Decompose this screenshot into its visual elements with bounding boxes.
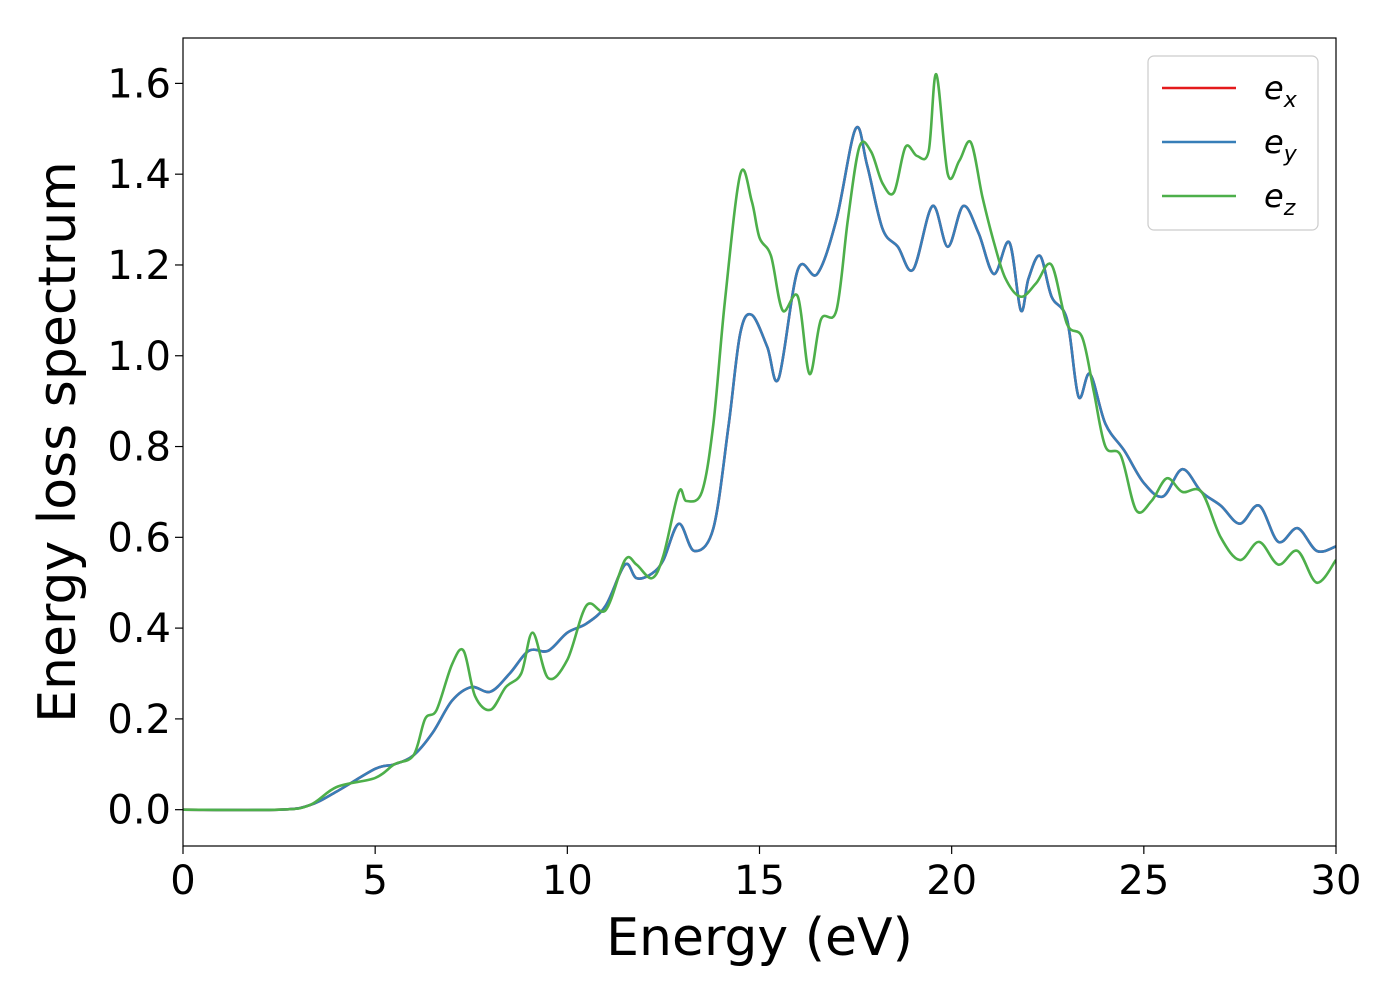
- x-axis-label: Energy (eV): [606, 908, 913, 968]
- y-tick-label: 0.4: [107, 606, 171, 652]
- series-layer: [183, 72, 1336, 812]
- x-tick-label: 30: [1311, 858, 1362, 904]
- y-tick-label: 0.8: [107, 425, 171, 471]
- x-tick-label: 10: [542, 858, 593, 904]
- x-tick-label: 0: [170, 858, 195, 904]
- legend-label-y: ey: [1264, 123, 1298, 167]
- y-tick-label: 1.4: [107, 152, 171, 198]
- y-axis-label: Energy loss spectrum: [28, 161, 88, 723]
- y-tick-label: 1.6: [107, 61, 171, 107]
- y-tick-label: 0.0: [107, 788, 171, 834]
- y-tick-label: 0.2: [107, 697, 171, 743]
- y-tick-label: 1.0: [107, 334, 171, 380]
- x-tick-label: 15: [734, 858, 785, 904]
- y-tick-label: 0.6: [107, 515, 171, 561]
- x-axis-ticks: 0 5 10 15 20 25 30: [170, 846, 1361, 904]
- y-tick-label: 1.2: [107, 243, 171, 289]
- x-tick-label: 20: [926, 858, 977, 904]
- legend: ex ey ez: [1147, 55, 1319, 231]
- legend-label-z: ez: [1264, 177, 1296, 221]
- series-line-z: [183, 72, 1336, 812]
- x-tick-label: 5: [362, 858, 387, 904]
- series-line-y: [183, 125, 1336, 812]
- x-tick-label: 25: [1118, 858, 1169, 904]
- y-axis-ticks: 0.0 0.2 0.4 0.6 0.8 1.0 1.2 1.4 1.6: [107, 61, 183, 834]
- legend-label-x: ex: [1264, 69, 1298, 113]
